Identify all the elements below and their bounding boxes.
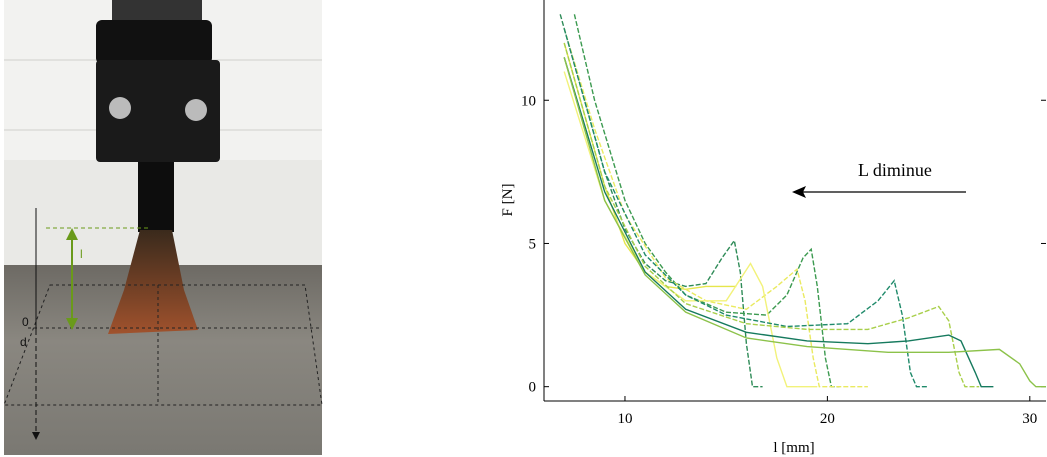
zone [3,284,323,406]
x-axis-label: l [mm] [773,440,814,456]
y-tick-label: 0 [529,380,537,396]
label: 0 [22,315,29,329]
holder-top [96,20,212,64]
series-line [563,28,929,388]
screw [185,99,207,121]
x-tick-label: 30 [1022,411,1037,427]
y-tick-label: 10 [521,93,536,109]
arrow [66,228,78,330]
y-axis-label: F [N] [500,184,516,217]
photo: l 0 d [3,0,323,455]
holder [96,60,220,162]
series-line [563,42,980,388]
y-tick-label: 5 [529,236,537,252]
arrow [32,432,40,440]
brush [108,230,198,334]
annotation-arrow [792,186,806,198]
handle [138,162,174,232]
spindle [112,0,202,22]
series-line [563,28,868,388]
series-line [573,14,840,388]
label: d [20,335,27,349]
label: l [80,247,83,261]
annotation: L diminue [858,160,932,180]
x-tick-label: 10 [617,411,632,427]
x-tick-label: 20 [820,411,835,427]
screw [109,97,131,119]
series-line [563,57,994,388]
series-line [563,71,818,388]
series-line [559,14,763,388]
series-line [563,57,1046,388]
